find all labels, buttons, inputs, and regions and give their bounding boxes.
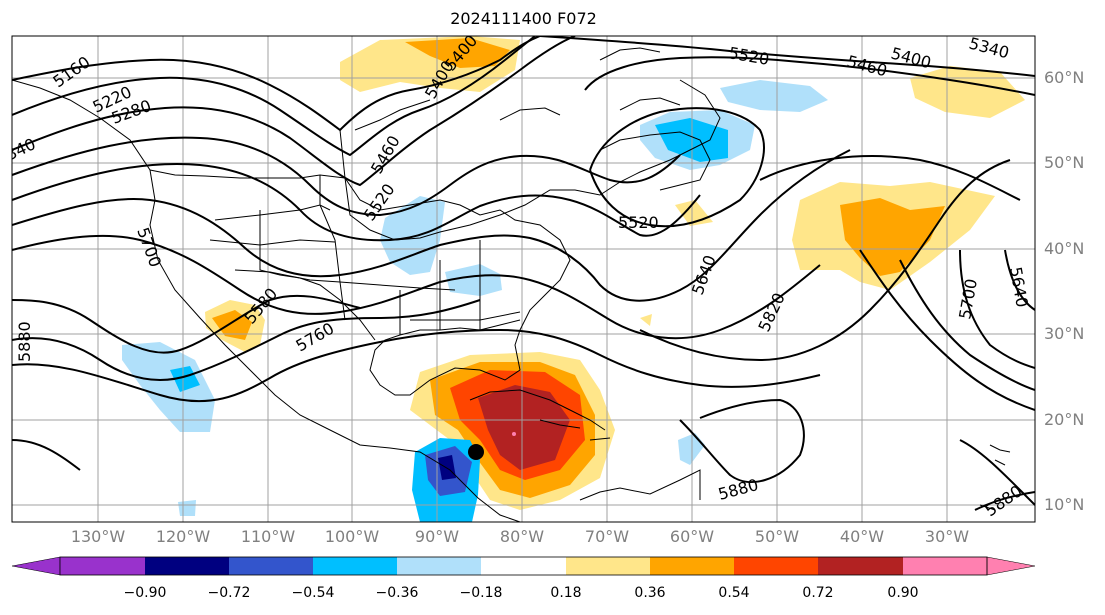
height-contours: [12, 36, 1035, 511]
colorbar-bin: [903, 557, 987, 575]
colorbar-tick-label: −0.18: [459, 585, 503, 601]
colorbar-extend-low: [11, 556, 61, 576]
small-pink-point: [512, 432, 516, 436]
lon-label: 90°W: [414, 527, 460, 546]
lon-label: 60°W: [669, 527, 715, 546]
lon-label: 100°W: [324, 527, 380, 546]
contour-label: 5880: [15, 321, 34, 362]
colorbar-bin: [229, 557, 313, 575]
colorbar-tick-label: 0.18: [550, 585, 582, 601]
positive-anomaly-small-fl: [640, 314, 652, 326]
lon-label: 120°W: [155, 527, 211, 546]
lat-label: 60°N: [1044, 68, 1085, 87]
colorbar-tick-label: 0.72: [802, 585, 834, 601]
negative-anomaly-central-america-core: [438, 455, 456, 480]
colorbar-tick-label: −0.36: [375, 585, 419, 601]
lon-label: 30°W: [924, 527, 970, 546]
map-title: 2024111400 F072: [450, 9, 597, 28]
graticule: [12, 36, 1035, 522]
anomaly-shading: [122, 36, 1025, 522]
colorbar: [11, 556, 1036, 576]
lon-label: 130°W: [70, 527, 126, 546]
coastlines: [12, 47, 1011, 522]
colorbar-tick-label: −0.72: [207, 585, 251, 601]
lon-label: 110°W: [240, 527, 296, 546]
lon-label: 80°W: [499, 527, 545, 546]
storm-center-marker: [468, 444, 484, 460]
contour-label: 5520: [618, 213, 659, 232]
positive-anomaly-mid-atlantic-core: [840, 198, 945, 276]
colorbar-bin: [818, 557, 903, 575]
map-border: [11, 35, 1036, 523]
colorbar-bin: [60, 557, 145, 575]
negative-anomaly-labrador: [720, 80, 828, 112]
negative-anomaly-central-us: [380, 196, 445, 275]
lat-label: 30°N: [1044, 324, 1085, 343]
lat-label: 40°N: [1044, 239, 1085, 258]
negative-anomaly-southeast-us: [445, 264, 502, 296]
lon-label: 70°W: [584, 527, 630, 546]
positive-anomaly-mexico-core: [212, 310, 252, 340]
lat-label: 50°N: [1044, 153, 1085, 172]
negative-anomaly-baja-core: [170, 366, 200, 392]
colorbar-tick-label: −0.90: [123, 585, 167, 601]
positive-anomaly-north-canada-core: [405, 38, 510, 68]
colorbar-tick-label: −0.54: [291, 585, 335, 601]
colorbar-bin: [650, 557, 734, 575]
colorbar-bin: [145, 557, 229, 575]
colorbar-tick-label: 0.36: [634, 585, 666, 601]
colorbar-bin: [734, 557, 818, 575]
colorbar-bin: [566, 557, 650, 575]
colorbar-tick-label: 0.54: [718, 585, 750, 601]
lon-label: 50°W: [754, 527, 800, 546]
negative-anomaly-pacific-small: [178, 500, 196, 516]
colorbar-bin: [313, 557, 397, 575]
colorbar-bin: [397, 557, 481, 575]
lat-label: 20°N: [1044, 410, 1085, 429]
negative-anomaly-baja: [122, 342, 215, 432]
colorbar-bin: [481, 557, 566, 575]
positive-anomaly-caribbean-core: [478, 385, 570, 470]
colorbar-extend-high: [986, 556, 1036, 576]
lon-label: 40°W: [839, 527, 885, 546]
colorbar-tick-label: 0.90: [887, 585, 919, 601]
lat-label: 10°N: [1044, 495, 1085, 514]
